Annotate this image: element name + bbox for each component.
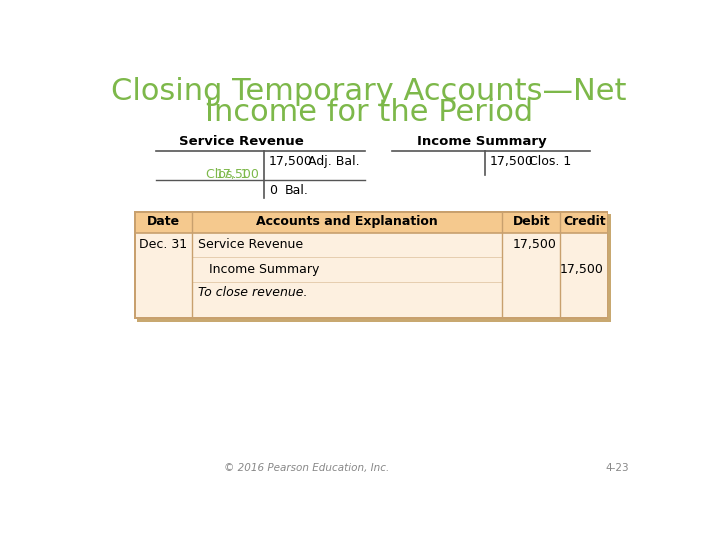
Bar xyxy=(136,213,607,233)
Text: Service Revenue: Service Revenue xyxy=(199,239,304,252)
Text: 4-23: 4-23 xyxy=(606,463,629,473)
Text: 17,500: 17,500 xyxy=(560,263,604,276)
Text: Income Summary: Income Summary xyxy=(417,135,546,148)
Text: 17,500: 17,500 xyxy=(216,167,260,181)
Text: Closing Temporary Accounts—Net: Closing Temporary Accounts—Net xyxy=(112,77,626,106)
Text: Accounts and Explanation: Accounts and Explanation xyxy=(256,215,438,228)
Text: 17,500: 17,500 xyxy=(513,239,557,252)
Text: 17,500: 17,500 xyxy=(490,154,534,167)
Text: To close revenue.: To close revenue. xyxy=(199,286,308,299)
Text: Income for the Period: Income for the Period xyxy=(205,98,533,127)
Text: Clos. 1: Clos. 1 xyxy=(528,154,571,167)
Text: Clos. 1: Clos. 1 xyxy=(206,167,248,181)
Bar xyxy=(134,211,608,319)
Text: © 2016 Pearson Education, Inc.: © 2016 Pearson Education, Inc. xyxy=(225,463,390,473)
Text: Income Summary: Income Summary xyxy=(210,263,320,276)
Text: 0: 0 xyxy=(269,184,277,197)
Text: Credit: Credit xyxy=(563,215,606,228)
Text: Debit: Debit xyxy=(513,215,550,228)
Text: 17,500: 17,500 xyxy=(269,154,313,167)
Text: Service Revenue: Service Revenue xyxy=(179,135,304,148)
Text: Date: Date xyxy=(147,215,180,228)
Text: Adj. Bal.: Adj. Bal. xyxy=(307,154,359,167)
Text: Dec. 31: Dec. 31 xyxy=(139,239,187,252)
Bar xyxy=(137,214,611,322)
Bar xyxy=(136,233,607,318)
Text: Bal.: Bal. xyxy=(284,184,308,197)
